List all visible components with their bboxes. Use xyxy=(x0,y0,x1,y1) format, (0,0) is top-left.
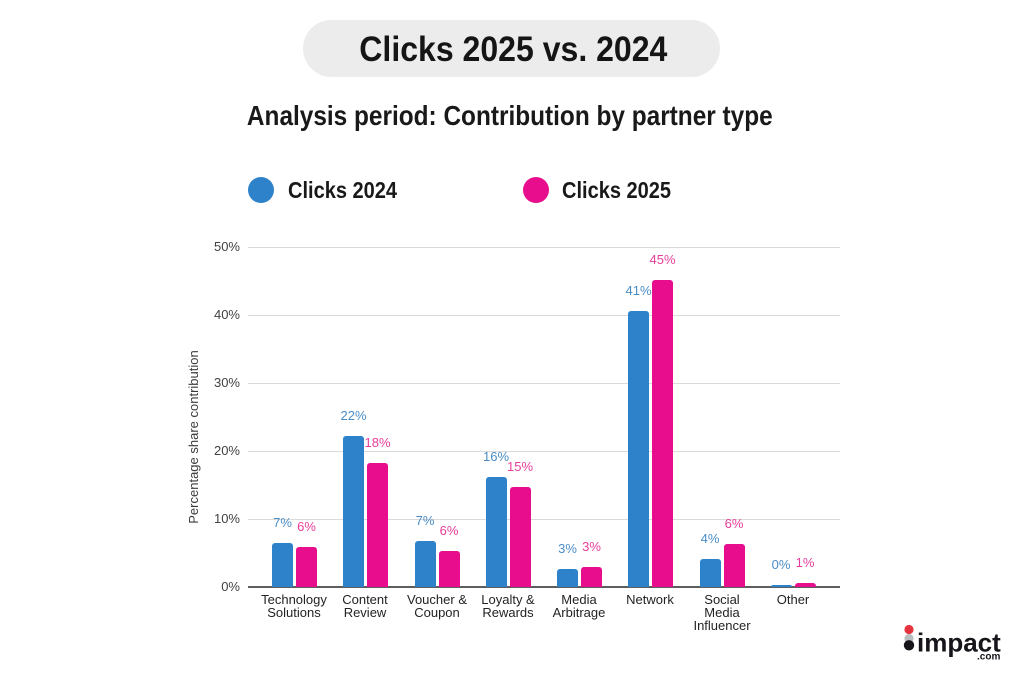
svg-text:.com: .com xyxy=(977,652,1000,663)
svg-text:impact: impact xyxy=(917,628,1001,658)
